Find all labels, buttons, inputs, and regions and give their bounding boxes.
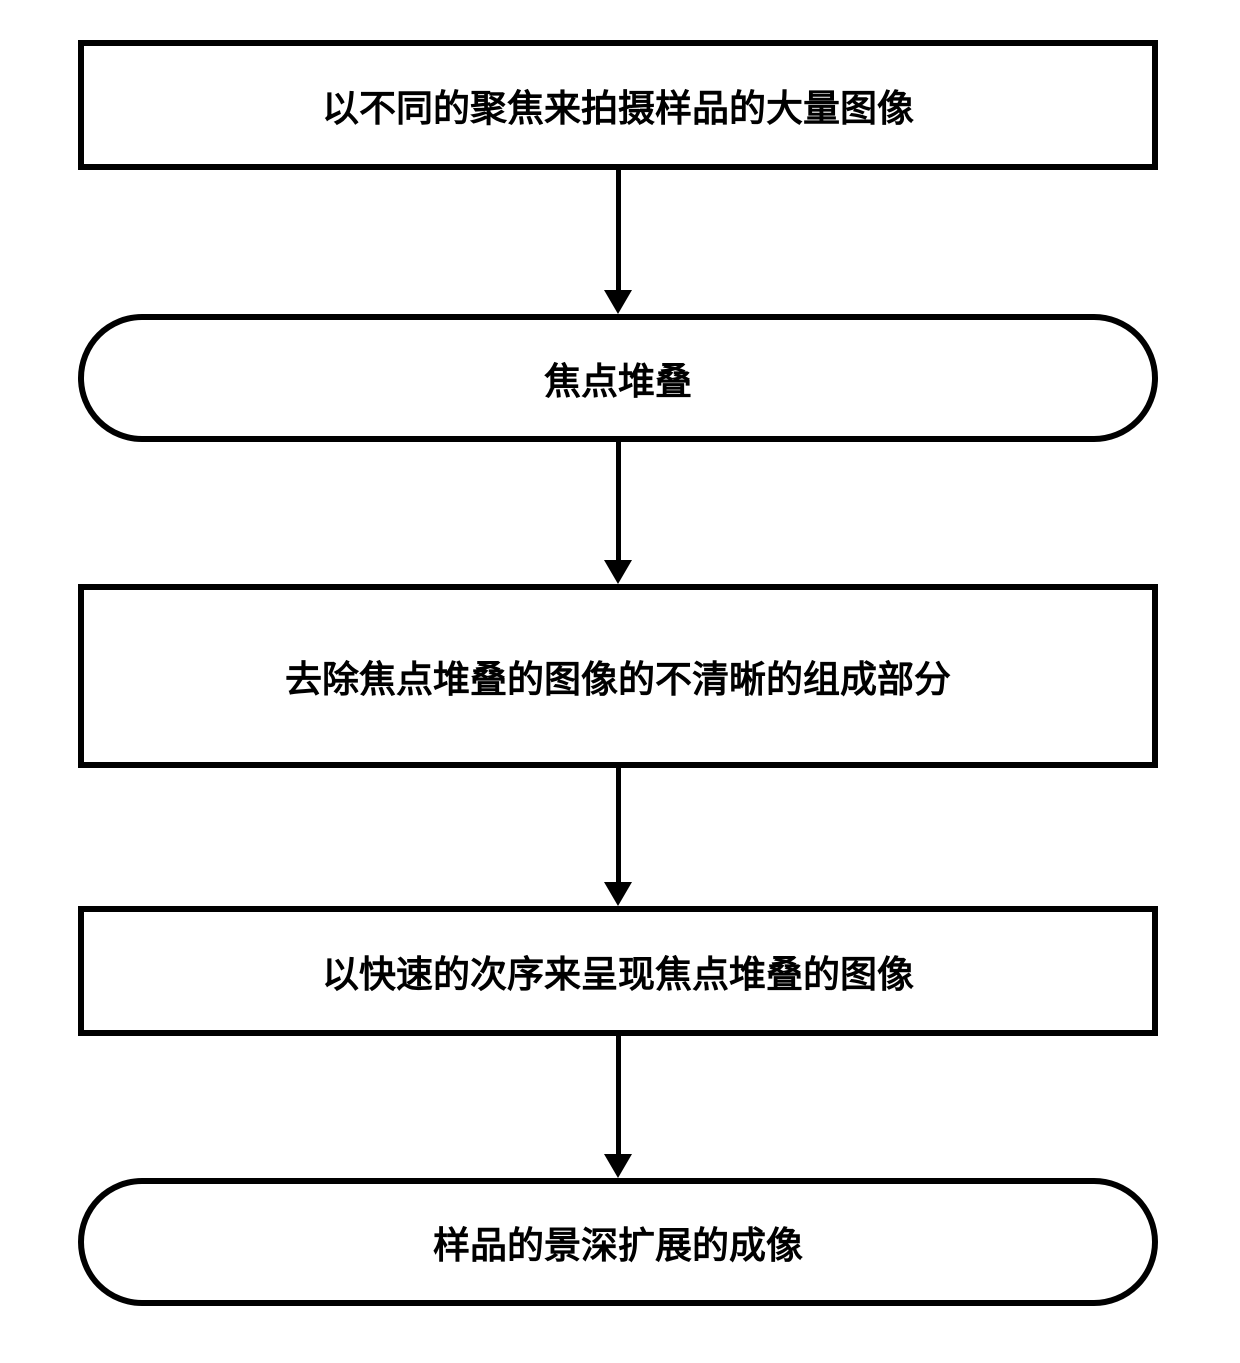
process-step-1: 以不同的聚焦来拍摄样品的大量图像 — [78, 40, 1158, 170]
process-step-1-label: 以不同的聚焦来拍摄样品的大量图像 — [322, 78, 914, 132]
flowchart-canvas: 以不同的聚焦来拍摄样品的大量图像 焦点堆叠 去除焦点堆叠的图像的不清晰的组成部分… — [0, 0, 1240, 1363]
terminator-step-5-label: 样品的景深扩展的成像 — [433, 1215, 803, 1269]
arrow-4-shaft — [616, 1036, 621, 1154]
process-step-3: 去除焦点堆叠的图像的不清晰的组成部分 — [78, 584, 1158, 768]
arrow-2-head — [604, 560, 632, 584]
arrow-4-head — [604, 1154, 632, 1178]
arrow-1-head — [604, 290, 632, 314]
arrow-3-shaft — [616, 768, 621, 882]
process-step-4: 以快速的次序来呈现焦点堆叠的图像 — [78, 906, 1158, 1036]
process-step-4-label: 以快速的次序来呈现焦点堆叠的图像 — [322, 944, 914, 998]
terminator-step-2-label: 焦点堆叠 — [544, 351, 692, 405]
terminator-step-2: 焦点堆叠 — [78, 314, 1158, 442]
process-step-3-label: 去除焦点堆叠的图像的不清晰的组成部分 — [285, 649, 951, 703]
arrow-3-head — [604, 882, 632, 906]
arrow-1-shaft — [616, 170, 621, 290]
arrow-2-shaft — [616, 442, 621, 560]
terminator-step-5: 样品的景深扩展的成像 — [78, 1178, 1158, 1306]
